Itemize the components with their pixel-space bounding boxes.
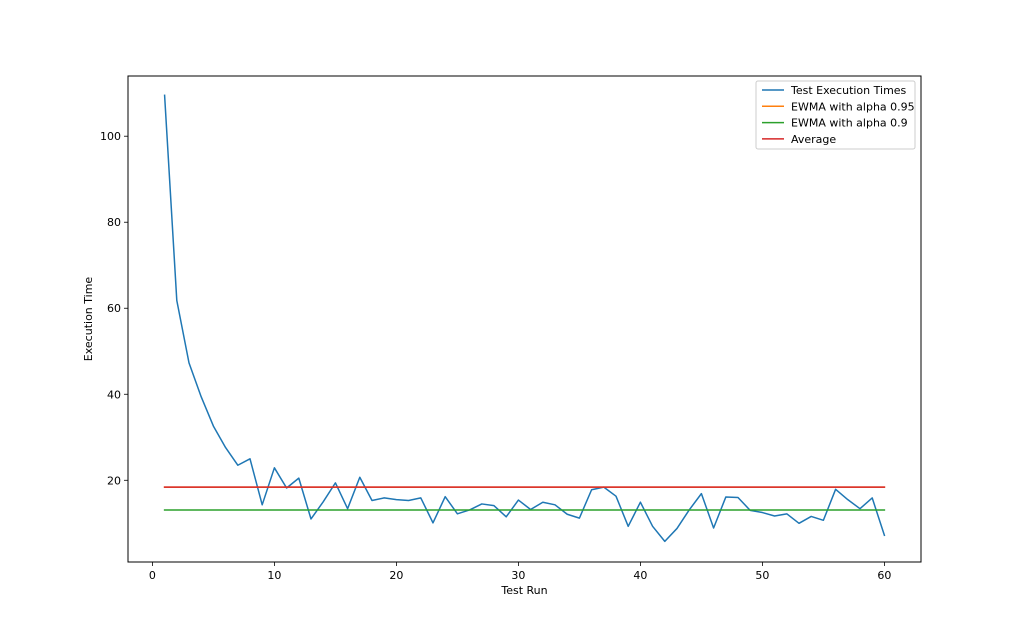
series-layer <box>163 94 886 543</box>
y-axis-ticks: 20 40 60 80 100 <box>100 130 128 487</box>
x-tick-label: 30 <box>511 569 525 582</box>
legend-label-1: EWMA with alpha 0.95 <box>791 100 915 113</box>
legend-box <box>755 80 916 150</box>
y-tick-label: 60 <box>107 302 121 315</box>
y-tick-label: 80 <box>107 216 121 229</box>
x-tick-label: 50 <box>755 569 769 582</box>
x-tick-label: 0 <box>149 569 156 582</box>
legend-label-0: Test Execution Times <box>790 84 907 97</box>
x-tick-label: 40 <box>633 569 647 582</box>
x-axis-ticks: 0 10 20 30 40 50 60 <box>149 562 891 582</box>
y-tick-label: 40 <box>107 388 121 401</box>
x-tick-label: 60 <box>877 569 891 582</box>
x-tick-label: 10 <box>267 569 281 582</box>
series-line-0 <box>163 94 886 543</box>
y-tick-label: 20 <box>107 474 121 487</box>
y-tick-label: 100 <box>100 130 121 143</box>
y-axis-label: Execution Time <box>82 277 95 362</box>
x-axis-label: Test Run <box>500 584 547 597</box>
legend-label-3: Average <box>791 133 836 146</box>
legend-label-2: EWMA with alpha 0.9 <box>791 117 908 130</box>
x-tick-label: 20 <box>389 569 403 582</box>
legend: Test Execution Times EWMA with alpha 0.95… <box>755 80 916 150</box>
plot-frame <box>127 75 922 563</box>
